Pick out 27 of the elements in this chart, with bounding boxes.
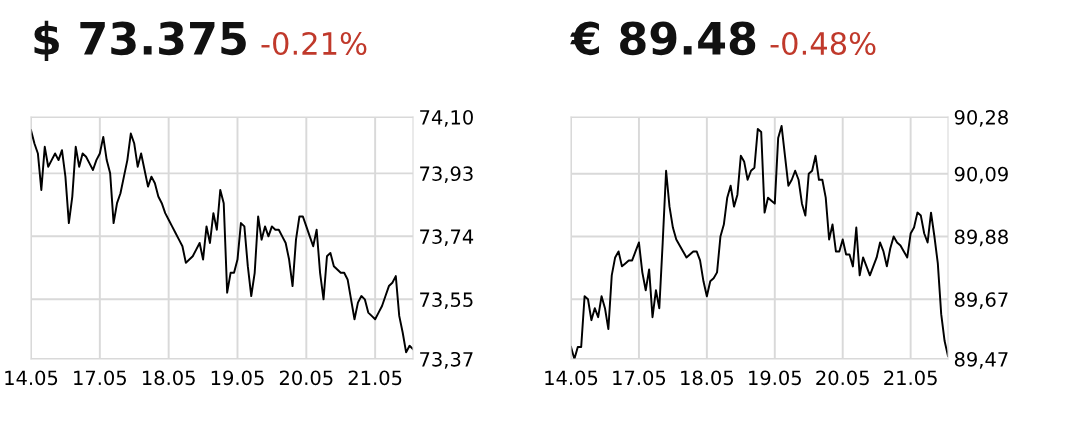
chart-title: € 89.48 [570,21,756,56]
chart-subtitle: -0.21% [261,31,367,56]
line-series [31,129,413,354]
chart-title: $ 73.375 [34,20,246,62]
x-tick-label: 14.05 [545,370,598,386]
y-tick-label: 73,93 [420,166,473,183]
x-tick-label: 17.05 [613,370,666,386]
chart-subtitle: -0.48% [770,31,876,56]
x-tick-label: 20.05 [279,370,333,386]
y-tick-label: 90,09 [954,166,1008,184]
x-tick-label: 19.05 [211,370,264,386]
x-tick-label: 17.05 [74,370,126,386]
y-tick-label: 89,88 [954,229,1008,247]
y-tick-label: 73,37 [420,351,473,369]
x-tick-label: 21.05 [348,370,402,386]
y-tick-label: 90,28 [954,109,1008,127]
x-tick-label: 18.05 [681,370,733,386]
x-tick-label: 19.05 [749,370,801,386]
y-tick-label: 89,67 [954,292,1008,309]
x-tick-label: 21.05 [884,370,937,386]
y-tick-label: 73,55 [420,292,473,309]
x-tick-label: 18.05 [142,370,195,386]
x-tick-label: 14.05 [5,370,58,386]
y-tick-label: 74,10 [420,109,473,127]
y-tick-label: 89,47 [954,351,1008,369]
x-tick-label: 20.05 [816,370,869,386]
y-tick-label: 73,74 [420,229,474,246]
